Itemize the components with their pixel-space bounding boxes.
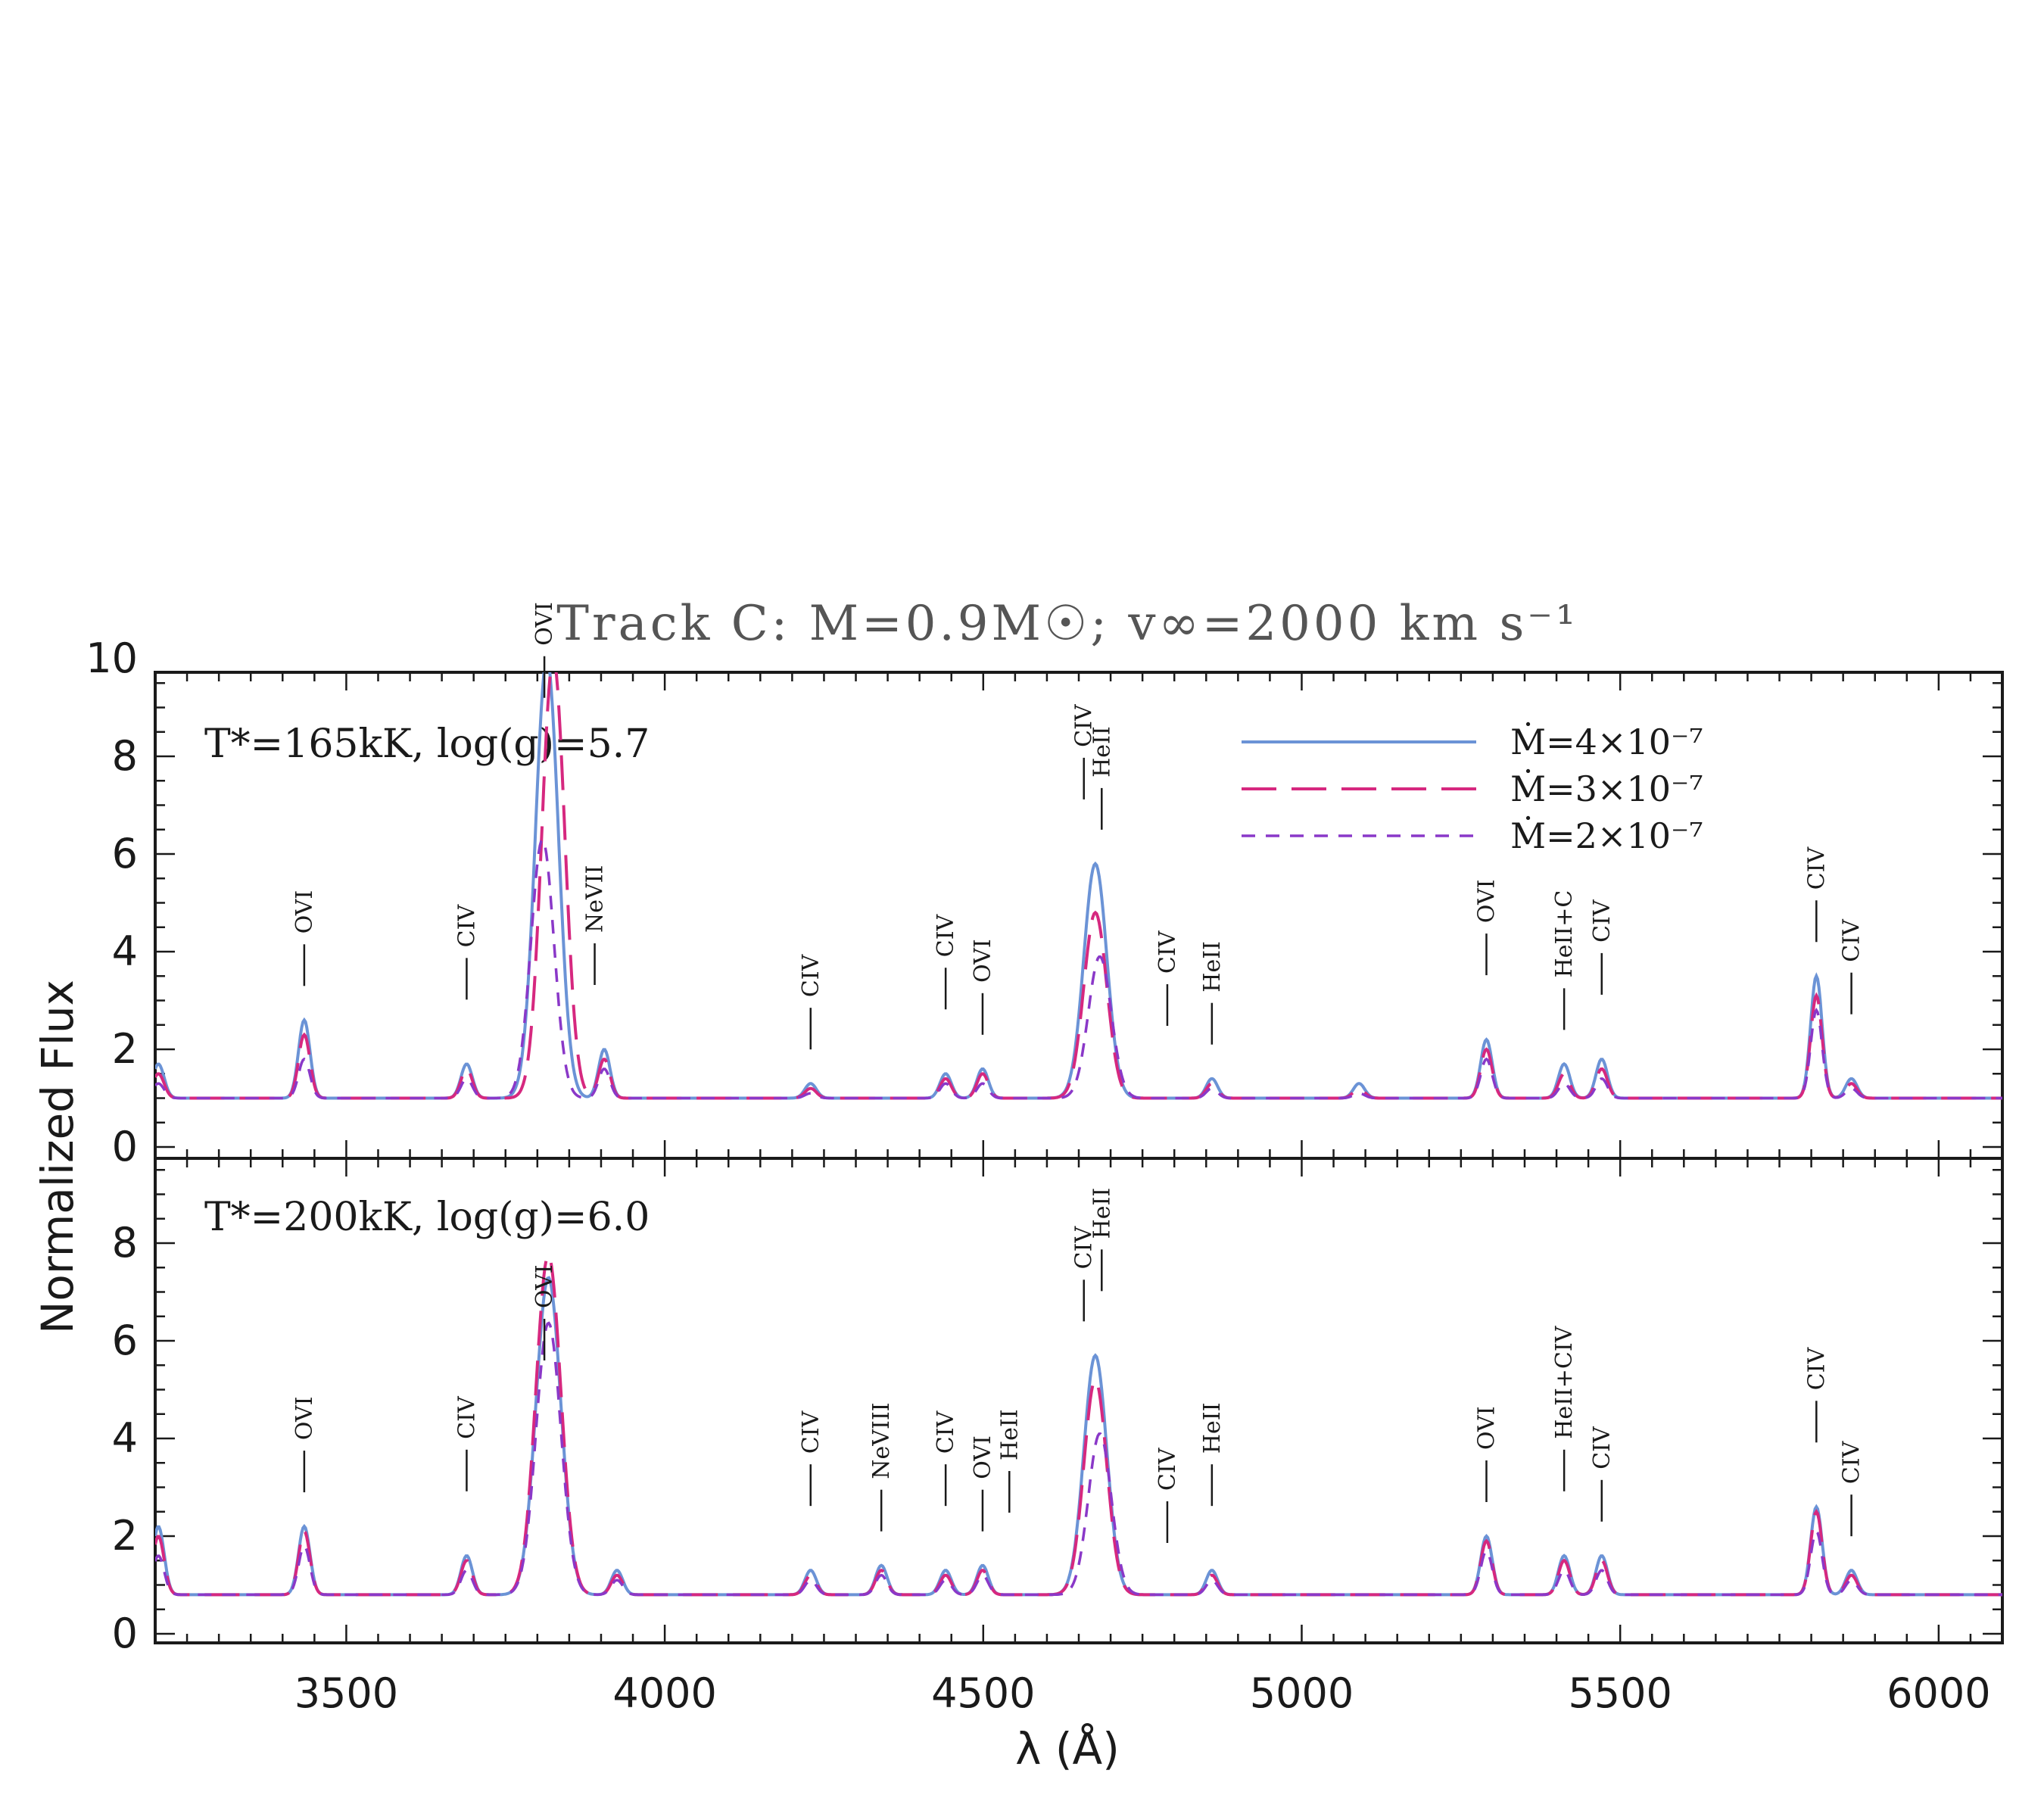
line-id-label: HeII bbox=[1089, 726, 1115, 778]
line-id-label: CIV bbox=[1589, 899, 1616, 943]
line-id-label: OVI bbox=[970, 1435, 996, 1479]
line-id-label: NeVIII bbox=[868, 1402, 895, 1479]
line-id-label: HeII+C bbox=[1551, 890, 1578, 978]
y-tick-label: 10 bbox=[86, 634, 138, 682]
line-id-label: HeII bbox=[1199, 1403, 1226, 1454]
x-axis-title: λ (Å) bbox=[1015, 1722, 1120, 1775]
y-axis-title: Normalized Flux bbox=[32, 980, 83, 1334]
line-id-label: HeII+CIV bbox=[1551, 1325, 1578, 1439]
line-id-label: CIV bbox=[453, 1395, 480, 1439]
spectrum-line-3 bbox=[155, 1321, 2002, 1597]
y-tick-label: 8 bbox=[112, 732, 138, 780]
spectrum-line-3 bbox=[155, 837, 2002, 1100]
line-id-label: CIV bbox=[1589, 1426, 1616, 1469]
x-tick-label: 6000 bbox=[1887, 1669, 1990, 1717]
line-id-label: CIV bbox=[1071, 1226, 1098, 1270]
line-id-label: CIV bbox=[798, 1410, 824, 1454]
line-id-label: HeII bbox=[1089, 1188, 1115, 1239]
x-tick-label: 4000 bbox=[612, 1669, 716, 1717]
x-tick-label: 3500 bbox=[294, 1669, 398, 1717]
spectrum-line-2 bbox=[155, 1253, 2002, 1597]
line-id-label: CIV bbox=[933, 913, 959, 957]
line-id-label: OVI bbox=[291, 890, 318, 934]
line-id-label: OVI bbox=[1473, 880, 1500, 924]
y-tick-label: 0 bbox=[112, 1610, 138, 1657]
legend-label-1: Ṁ=4×10⁻⁷ bbox=[1510, 721, 1703, 762]
y-tick-label: 8 bbox=[112, 1219, 138, 1267]
line-id-label: CIV bbox=[1839, 918, 1865, 962]
legend-label-3: Ṁ=2×10⁻⁷ bbox=[1510, 815, 1703, 856]
line-id-label: NeVII bbox=[582, 865, 609, 933]
y-tick-label: 0 bbox=[112, 1123, 138, 1170]
line-id-label: HeII bbox=[1199, 941, 1226, 993]
y-tick-label: 6 bbox=[112, 830, 138, 877]
x-tick-label: 5500 bbox=[1568, 1669, 1672, 1717]
line-id-label: OVI bbox=[1473, 1406, 1500, 1450]
legend-label-2: Ṁ=3×10⁻⁷ bbox=[1510, 768, 1703, 809]
line-id-label: OVI bbox=[531, 602, 558, 646]
panel-label: T*=200kK, log(g)=6.0 bbox=[204, 1195, 650, 1240]
y-tick-label: 4 bbox=[112, 927, 138, 975]
plot-area: 3500 4000 4500 5000 5500 6000 10 8 6 4 2 0 T*=165kK,… bbox=[86, 602, 2004, 1717]
spectrum-line-1 bbox=[155, 1276, 2002, 1597]
x-tick-label: 4500 bbox=[931, 1669, 1035, 1717]
line-id-label: CIV bbox=[933, 1410, 959, 1454]
line-id-label: OVI bbox=[291, 1397, 318, 1441]
line-id-label: CIV bbox=[1839, 1440, 1865, 1484]
line-id-label: CIV bbox=[453, 904, 480, 948]
line-id-label: HeII bbox=[996, 1409, 1023, 1460]
y-tick-label: 2 bbox=[112, 1512, 138, 1560]
line-id-label: CIV bbox=[1071, 703, 1098, 747]
chart-title: Track C: M=0.9M☉; v∞=2000 km s⁻¹ bbox=[556, 596, 1578, 652]
y-tick-label: 6 bbox=[112, 1317, 138, 1364]
line-id-label: CIV bbox=[1803, 846, 1830, 890]
x-tick-label: 5000 bbox=[1250, 1669, 1354, 1717]
legend: Ṁ=4×10⁻⁷ Ṁ=3×10⁻⁷ Ṁ=2×10⁻⁷ bbox=[1242, 721, 1703, 856]
y-tick-label: 2 bbox=[112, 1025, 138, 1073]
line-id-label: CIV bbox=[1154, 930, 1181, 974]
line-id-label: OVI bbox=[531, 1264, 558, 1308]
line-id-label: CIV bbox=[1803, 1346, 1830, 1390]
y-tick-label: 4 bbox=[112, 1414, 138, 1462]
line-id-label: CIV bbox=[1154, 1447, 1181, 1491]
line-id-label: CIV bbox=[798, 953, 824, 997]
panel-label: T*=165kK, log(g)=5.7 bbox=[204, 722, 650, 767]
line-id-label: OVI bbox=[970, 939, 996, 983]
